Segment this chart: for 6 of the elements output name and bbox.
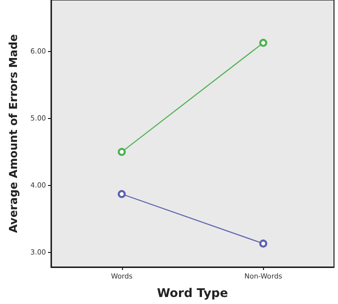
point bbox=[118, 148, 126, 156]
point bbox=[259, 240, 268, 248]
x-axis-title: Word Type bbox=[156, 286, 228, 300]
point bbox=[259, 38, 268, 47]
point bbox=[118, 190, 126, 198]
y-axis-title: Average Amount of Errors Made bbox=[7, 34, 20, 233]
